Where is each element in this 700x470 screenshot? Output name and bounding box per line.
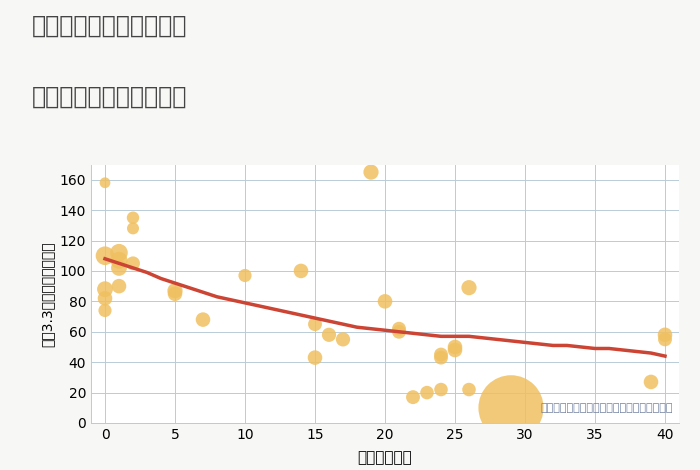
Point bbox=[113, 249, 125, 257]
Point bbox=[463, 386, 475, 393]
Y-axis label: 坪（3.3㎡）単価（万円）: 坪（3.3㎡）単価（万円） bbox=[40, 241, 54, 346]
Point bbox=[407, 393, 419, 401]
Point bbox=[435, 351, 447, 358]
Point bbox=[365, 168, 377, 176]
Point bbox=[99, 295, 111, 302]
Point bbox=[645, 378, 657, 386]
Point bbox=[337, 336, 349, 343]
Point bbox=[659, 336, 671, 343]
Text: 築年数別中古戸建て価格: 築年数別中古戸建て価格 bbox=[32, 85, 187, 109]
Point bbox=[295, 267, 307, 274]
Point bbox=[99, 307, 111, 314]
Point bbox=[169, 290, 181, 298]
Point bbox=[169, 287, 181, 295]
Point bbox=[379, 298, 391, 305]
Point bbox=[505, 404, 517, 412]
Text: 円の大きさは、取引のあった物件面積を示す: 円の大きさは、取引のあった物件面積を示す bbox=[540, 403, 673, 413]
Point bbox=[309, 354, 321, 361]
Text: 奈良県奈良市七条東町の: 奈良県奈良市七条東町の bbox=[32, 14, 187, 38]
Point bbox=[659, 331, 671, 338]
X-axis label: 築年数（年）: 築年数（年） bbox=[358, 450, 412, 465]
Point bbox=[113, 282, 125, 290]
Point bbox=[197, 316, 209, 323]
Point bbox=[113, 257, 125, 264]
Point bbox=[449, 346, 461, 354]
Point bbox=[393, 325, 405, 332]
Point bbox=[435, 386, 447, 393]
Point bbox=[99, 285, 111, 293]
Point bbox=[393, 328, 405, 336]
Point bbox=[99, 252, 111, 259]
Point bbox=[113, 264, 125, 272]
Point bbox=[127, 259, 139, 267]
Point bbox=[127, 225, 139, 232]
Point bbox=[99, 179, 111, 187]
Point bbox=[127, 214, 139, 221]
Point bbox=[449, 343, 461, 351]
Point bbox=[309, 321, 321, 328]
Point bbox=[239, 272, 251, 279]
Point bbox=[435, 354, 447, 361]
Point bbox=[323, 331, 335, 338]
Point bbox=[463, 284, 475, 291]
Point bbox=[421, 389, 433, 396]
